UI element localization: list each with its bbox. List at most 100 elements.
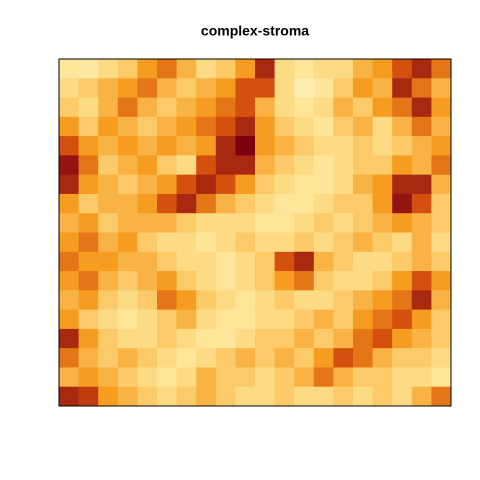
heat-cell [411, 193, 432, 214]
heat-cell [372, 193, 393, 214]
heat-cell [78, 174, 99, 195]
heat-cell [431, 213, 452, 233]
heat-cell [196, 59, 217, 79]
heat-cell [255, 309, 276, 330]
heat-cell [372, 386, 393, 407]
heat-cell [372, 309, 393, 330]
heat-cell [137, 136, 158, 156]
heat-cell [117, 78, 138, 99]
heat-cell [235, 328, 256, 349]
heat-cell [353, 251, 374, 272]
heat-cell [78, 367, 99, 388]
heat-cell [431, 271, 452, 291]
heat-cell [431, 78, 452, 99]
heat-cell [196, 386, 217, 407]
heat-cell [411, 97, 432, 118]
heat-cell [98, 213, 119, 233]
heat-cell [98, 78, 119, 99]
heat-cell [313, 78, 334, 99]
heat-cell [333, 155, 354, 176]
heat-cell [59, 328, 80, 349]
heat-cell [392, 328, 413, 349]
heat-cell [411, 386, 432, 407]
heat-cell [157, 348, 178, 368]
heat-cell [78, 97, 99, 118]
heat-cell [313, 232, 334, 253]
heat-cell [157, 193, 178, 214]
heat-cell [78, 251, 99, 272]
heat-cell [372, 155, 393, 176]
heat-cell [235, 116, 256, 137]
heat-cell [372, 367, 393, 388]
heat-cell [294, 309, 315, 330]
heat-cell [196, 348, 217, 368]
heat-cell [411, 232, 432, 253]
heat-cell [353, 136, 374, 156]
heat-cell [353, 97, 374, 118]
heat-cell [196, 271, 217, 291]
heat-cell [137, 78, 158, 99]
heat-cell [78, 309, 99, 330]
heat-cell [353, 367, 374, 388]
heat-cell [333, 271, 354, 291]
heat-cell [392, 213, 413, 233]
heat-cell [372, 271, 393, 291]
heat-cell [176, 59, 197, 79]
heat-cell [235, 193, 256, 214]
heat-cell [372, 232, 393, 253]
heat-cell [431, 136, 452, 156]
heat-cell [215, 78, 236, 99]
heat-cell [176, 271, 197, 291]
heat-cell [157, 116, 178, 137]
heat-cell [313, 367, 334, 388]
heat-cell [353, 290, 374, 311]
heat-cell [137, 386, 158, 407]
heat-cell [235, 155, 256, 176]
heat-cell [431, 59, 452, 79]
heat-cell [196, 116, 217, 137]
heat-cell [196, 251, 217, 272]
heat-cell [411, 309, 432, 330]
heat-cell [353, 78, 374, 99]
heat-cell [196, 328, 217, 349]
heat-cell [274, 213, 295, 233]
heat-cell [157, 97, 178, 118]
heat-cell [157, 271, 178, 291]
heat-cell [353, 328, 374, 349]
heat-cell [176, 386, 197, 407]
heat-cell [255, 290, 276, 311]
heat-cell [157, 59, 178, 79]
heat-cell [333, 348, 354, 368]
heat-cell [313, 290, 334, 311]
heat-cell [59, 78, 80, 99]
heat-cell [274, 386, 295, 407]
heat-cell [411, 367, 432, 388]
heat-cell [59, 232, 80, 253]
heat-cell [59, 116, 80, 137]
heat-cell [78, 290, 99, 311]
heat-cell [392, 367, 413, 388]
heat-cell [313, 97, 334, 118]
heat-cell [215, 251, 236, 272]
heat-cell [431, 367, 452, 388]
heat-cell [333, 232, 354, 253]
heat-cell [98, 251, 119, 272]
heat-cell [431, 251, 452, 272]
heat-cell [157, 78, 178, 99]
heat-cell [235, 386, 256, 407]
plot-frame [58, 58, 452, 407]
chart-title: complex-stroma [201, 23, 309, 39]
heat-cell [392, 136, 413, 156]
heat-cell [117, 271, 138, 291]
heat-cell [333, 328, 354, 349]
heat-cell [392, 271, 413, 291]
heat-cell [59, 59, 80, 79]
heat-cell [215, 271, 236, 291]
heat-cell [137, 174, 158, 195]
heat-cell [313, 251, 334, 272]
heat-cell [215, 367, 236, 388]
heat-cell [59, 309, 80, 330]
heat-cell [274, 59, 295, 79]
heat-cell [392, 251, 413, 272]
